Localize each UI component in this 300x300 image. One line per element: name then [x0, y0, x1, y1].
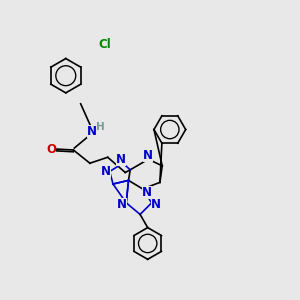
Text: N: N	[151, 198, 160, 211]
Text: N: N	[143, 149, 153, 162]
Text: O: O	[46, 142, 56, 155]
Text: H: H	[96, 122, 104, 132]
Text: N: N	[87, 125, 97, 138]
Text: N: N	[117, 198, 127, 211]
Text: N: N	[101, 165, 111, 178]
Text: Cl: Cl	[98, 38, 111, 51]
Text: N: N	[116, 153, 126, 166]
Text: N: N	[142, 186, 152, 200]
